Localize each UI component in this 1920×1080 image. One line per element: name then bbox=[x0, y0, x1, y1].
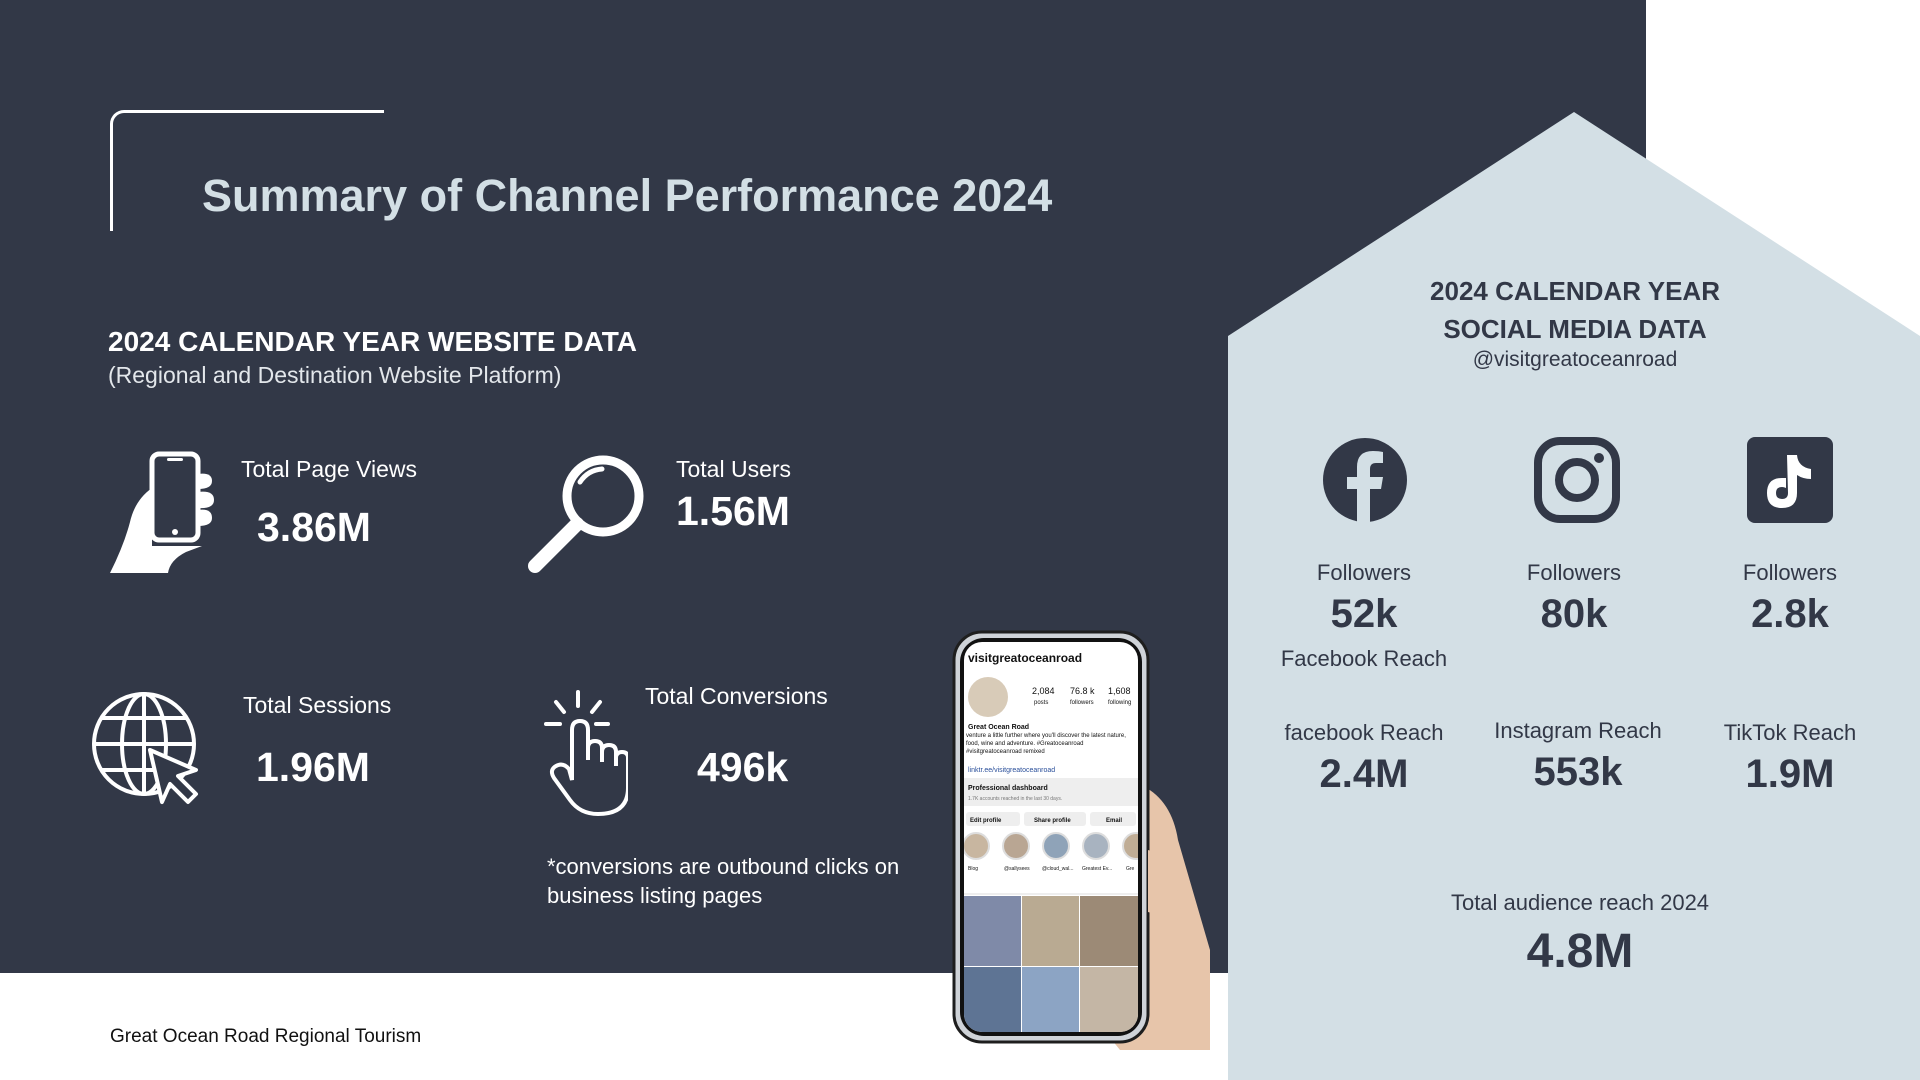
total-reach-label: Total audience reach 2024 bbox=[1450, 890, 1710, 915]
phone-following-label: following bbox=[1108, 700, 1131, 706]
phone-username: visitgreatoceanroad bbox=[968, 651, 1082, 665]
phone-followers: 76.8 k bbox=[1070, 686, 1095, 696]
instagram-reach-value: 553k bbox=[1533, 750, 1623, 794]
tiktok-icon bbox=[1747, 437, 1833, 523]
magnifier-icon bbox=[528, 455, 644, 573]
phone-dashboard-sub: 1.7K accounts reached in the last 30 day… bbox=[968, 796, 1062, 802]
social-handle: @visitgreatoceanroad bbox=[1472, 348, 1678, 371]
sessions-value: 1.96M bbox=[256, 744, 370, 790]
title-bracket bbox=[110, 110, 384, 231]
social-heading-line1: 2024 CALENDAR YEAR bbox=[1430, 276, 1720, 306]
phone-share-profile: Share profile bbox=[1034, 818, 1071, 824]
sessions-label: Total Sessions bbox=[243, 692, 392, 718]
phone-highlight-4: Greatest Ev... bbox=[1082, 866, 1112, 872]
phone-edit-profile: Edit profile bbox=[970, 818, 1002, 824]
hand-phone-icon bbox=[110, 451, 214, 573]
instagram-icon bbox=[1534, 437, 1620, 523]
social-heading-line2: SOCIAL MEDIA DATA bbox=[1443, 314, 1707, 344]
phone-following: 1,608 bbox=[1108, 686, 1131, 696]
phone-posts: 2,084 bbox=[1032, 686, 1055, 696]
tiktok-reach-value: 1.9M bbox=[1745, 752, 1835, 796]
instagram-phone-mockup: visitgreatoceanroad 2,084 posts 76.8 k f… bbox=[952, 630, 1210, 1050]
conversions-value: 496k bbox=[697, 744, 789, 790]
social-panel bbox=[1228, 112, 1920, 1080]
phone-highlight-1: Blog bbox=[968, 866, 978, 872]
instagram-reach-label: Instagram Reach bbox=[1494, 718, 1662, 743]
phone-highlight-2: @sallysees bbox=[1004, 866, 1030, 872]
conversions-footnote: *conversions are outbound clicks on busi… bbox=[547, 854, 900, 908]
globe-cursor-icon bbox=[92, 692, 198, 804]
tiktok-reach-label: TikTok Reach bbox=[1723, 720, 1857, 745]
total-reach-value: 4.8M bbox=[1526, 925, 1634, 978]
phone-followers-label: followers bbox=[1070, 700, 1094, 706]
tiktok-followers-label: Followers bbox=[1742, 560, 1838, 585]
phone-link: linktr.ee/visitgreatoceanroad bbox=[968, 767, 1055, 774]
users-label: Total Users bbox=[676, 456, 792, 482]
website-heading: 2024 CALENDAR YEAR WEBSITE DATA bbox=[108, 326, 637, 357]
phone-email: Email bbox=[1106, 818, 1122, 824]
phone-dashboard-title: Professional dashboard bbox=[968, 785, 1048, 792]
facebook-reach-value: 2.4M bbox=[1319, 752, 1409, 796]
footer-organisation: Great Ocean Road Regional Tourism bbox=[110, 1026, 422, 1047]
social-heading: 2024 CALENDAR YEAR SOCIAL MEDIA DATA bbox=[1229, 272, 1920, 348]
instagram-followers-value: 80k bbox=[1540, 592, 1608, 636]
page-views-value: 3.86M bbox=[257, 504, 371, 550]
page-title: Summary of Channel Performance 2024 bbox=[202, 170, 1053, 221]
facebook-followers-value: 52k bbox=[1330, 592, 1398, 636]
phone-posts-label: posts bbox=[1034, 700, 1048, 706]
page-views-label: Total Page Views bbox=[241, 456, 418, 482]
conversions-label: Total Conversions bbox=[645, 683, 828, 709]
facebook-icon bbox=[1323, 438, 1407, 523]
facebook-followers-label: Followers bbox=[1316, 560, 1412, 585]
click-hand-icon bbox=[544, 690, 628, 817]
phone-bio: venture a little further where you'll di… bbox=[966, 733, 1126, 755]
facebook-reach-caption: Facebook Reach bbox=[1280, 646, 1448, 671]
tiktok-followers-value: 2.8k bbox=[1751, 592, 1829, 636]
users-value: 1.56M bbox=[676, 488, 790, 534]
phone-highlight-5: Gre bbox=[1126, 866, 1135, 872]
facebook-reach-label: facebook Reach bbox=[1284, 720, 1444, 745]
phone-profile-name: Great Ocean Road bbox=[968, 724, 1029, 731]
website-subheading: (Regional and Destination Website Platfo… bbox=[108, 362, 562, 388]
instagram-followers-label: Followers bbox=[1526, 560, 1622, 585]
phone-highlight-3: @cloud_wal... bbox=[1042, 866, 1073, 872]
